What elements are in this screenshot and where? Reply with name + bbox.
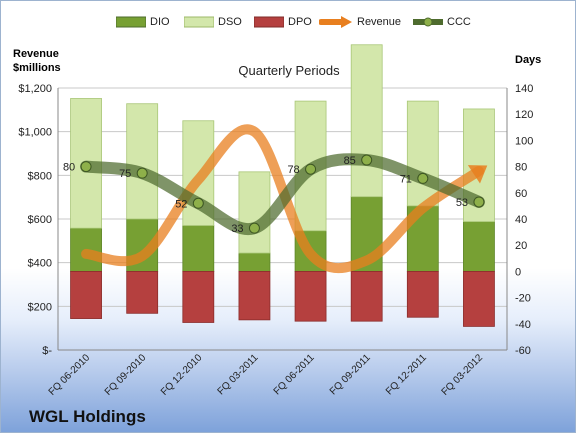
bar-dpo xyxy=(238,270,271,321)
ccc-point xyxy=(361,154,373,166)
ccc-point xyxy=(473,196,485,208)
legend-item-revenue: Revenue xyxy=(319,12,401,32)
bar-dio xyxy=(238,252,271,272)
x-tick-label: FQ 06-2010 xyxy=(47,352,93,398)
ccc-data-label: 75 xyxy=(119,168,131,180)
bar-dso xyxy=(126,103,159,220)
bar-dio xyxy=(463,221,495,272)
legend-swatch-dso xyxy=(184,16,214,28)
left-tick-label: $800 xyxy=(28,170,52,182)
legend-label-dio: DIO xyxy=(150,16,170,28)
bar-dso xyxy=(238,171,271,254)
right-tick-label: 60 xyxy=(515,188,527,200)
x-tick-label: FQ 12-2011 xyxy=(384,352,429,397)
right-tick-label: -60 xyxy=(515,345,531,357)
bar-dio xyxy=(182,225,215,272)
right-axis-title: Days xyxy=(515,54,542,66)
bar-dpo xyxy=(70,270,102,319)
legend-label-revenue: Revenue xyxy=(357,16,402,28)
left-tick-label: $- xyxy=(42,345,52,357)
ccc-point xyxy=(248,222,260,234)
legend-item-dpo: DPO xyxy=(254,12,312,32)
left-axis-title-line2: $millions xyxy=(13,62,61,74)
x-tick-label: FQ 12-2010 xyxy=(159,352,205,398)
ccc-data-label: 71 xyxy=(400,173,412,185)
bar-dso xyxy=(406,100,439,207)
ccc-point xyxy=(80,161,92,173)
ccc-data-label: 80 xyxy=(63,162,75,174)
x-tick-label: FQ 09-2010 xyxy=(103,352,149,398)
right-tick-label: -40 xyxy=(515,319,531,331)
bar-dso xyxy=(350,44,383,198)
revenue-line xyxy=(81,124,484,274)
ccc-data-label: 53 xyxy=(456,197,468,209)
legend-swatch-ccc xyxy=(413,17,443,27)
right-tick-label: 120 xyxy=(515,109,533,121)
x-tick-label: FQ 09-2011 xyxy=(328,352,373,397)
bar-dpo xyxy=(463,270,495,327)
ccc-data-label: 52 xyxy=(175,198,187,210)
legend-label-dso: DSO xyxy=(218,16,242,28)
legend-item-dio: DIO xyxy=(116,12,170,32)
right-tick-label: 40 xyxy=(515,214,527,226)
chart-title: Quarterly Periods xyxy=(238,63,340,78)
bar-dpo xyxy=(406,270,439,318)
ccc-data-label: 33 xyxy=(231,223,243,235)
right-tick-label: 80 xyxy=(515,162,527,174)
ccc-line xyxy=(80,153,485,236)
left-axis-title: Revenue $millions xyxy=(13,47,61,75)
legend-label-dpo: DPO xyxy=(288,16,312,28)
ccc-point xyxy=(192,197,204,209)
legend-swatch-revenue xyxy=(319,16,352,28)
bar-dpo xyxy=(350,270,383,322)
ccc-point xyxy=(305,163,317,175)
x-tick-label: FQ 06-2011 xyxy=(272,352,317,397)
right-tick-label: 20 xyxy=(515,240,527,252)
ccc-point xyxy=(136,167,148,179)
ccc-point xyxy=(417,172,429,184)
left-tick-label: $1,200 xyxy=(18,83,52,95)
legend-item-dso: DSO xyxy=(184,12,242,32)
company-name: WGL Holdings xyxy=(29,407,146,426)
left-tick-label: $600 xyxy=(28,214,52,226)
legend-label-ccc: CCC xyxy=(447,16,471,28)
legend-swatch-dio xyxy=(116,16,146,28)
revenue-arrowhead xyxy=(467,165,488,184)
bar-dpo xyxy=(182,270,215,323)
x-tick-label: FQ 03-2011 xyxy=(216,352,261,397)
left-tick-label: $200 xyxy=(28,301,52,313)
left-tick-label: $1,000 xyxy=(18,127,52,139)
x-tick-label: FQ 03-2012 xyxy=(440,352,486,398)
left-tick-label: $400 xyxy=(28,258,52,270)
ccc-data-label: 78 xyxy=(287,164,299,176)
right-tick-label: 0 xyxy=(515,266,521,278)
legend-item-ccc: CCC xyxy=(413,12,471,32)
legend: DIO DSO DPO Revenue CCC xyxy=(1,12,575,32)
left-axis-title-line1: Revenue xyxy=(13,48,59,60)
right-tick-label: 140 xyxy=(515,83,533,95)
ccc-data-label: 85 xyxy=(344,155,356,167)
right-tick-label: 100 xyxy=(515,135,533,147)
bar-dpo xyxy=(126,270,159,314)
legend-swatch-dpo xyxy=(254,16,284,28)
bar-dpo xyxy=(294,270,327,322)
right-tick-label: -20 xyxy=(515,293,531,305)
